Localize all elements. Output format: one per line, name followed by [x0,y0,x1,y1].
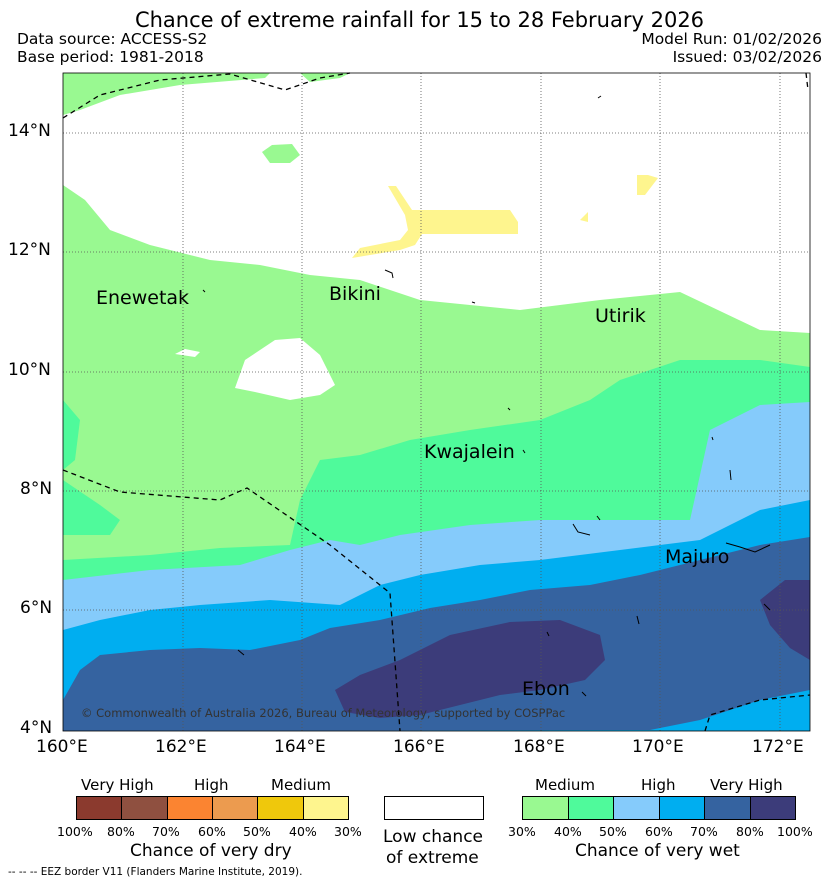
wet-group-high: High [641,776,676,794]
wet-swatch-2 [568,797,614,819]
lat-label-10n: 10°N [8,360,51,380]
wet-pct-80: 80% [736,824,764,839]
wet-70-80-region [63,537,810,731]
wet-swatch-6 [750,797,795,819]
dry-30-40-patch2 [580,212,588,222]
wet-pct-60: 60% [645,824,673,839]
wet-pct-40: 40% [554,824,582,839]
place-enewetak: Enewetak [96,287,190,309]
dry-group-medium: Medium [271,776,331,794]
wet-swatch-5 [705,797,751,819]
lat-label-14n: 14°N [8,121,51,141]
map-frame [62,72,811,732]
lon-label-170e: 170°E [632,737,684,757]
low-chance-hole2 [175,349,200,357]
wet-30-40-patch [262,144,300,163]
dry-swatch-4 [212,797,259,819]
low-chance-label-2: of extreme [386,848,479,868]
eez-border [62,72,811,732]
dry-legend-title: Chance of very dry [130,841,292,861]
place-majuro: Majuro [665,546,730,568]
islands [202,95,771,697]
wet-80-100-region [335,620,605,718]
low-chance-label-1: Low chance [383,827,483,847]
dry-group-high: High [194,776,229,794]
lon-label-164e: 164°E [274,737,326,757]
place-ebon: Ebon [522,678,570,700]
model-run: Model Run: 01/02/2026 [641,30,822,48]
dry-swatch-5 [258,797,304,819]
dry-pct-60: 60% [198,824,226,839]
base-period: Base period: 1981-2018 [17,48,204,66]
lat-label-4n: 4°N [20,718,53,738]
place-utirik: Utirik [595,305,646,327]
wet-80-100-region-east [760,580,810,660]
lon-label-166e: 166°E [393,737,445,757]
lon-label-168e: 168°E [513,737,565,757]
wet-swatch-3 [614,797,660,819]
dry-30-40-region [352,186,518,258]
wet-pct-70: 70% [690,824,718,839]
dry-swatch-2 [122,797,168,819]
place-kwajalein: Kwajalein [424,441,515,463]
dry-pct-80: 80% [107,824,135,839]
wet-pct-50: 50% [599,824,627,839]
dry-colorbar [76,796,349,820]
chart-title: Chance of extreme rainfall for 15 to 28 … [134,8,705,32]
dry-swatch-3 [167,797,213,819]
copyright-note: © Commonwealth of Australia 2026, Bureau… [81,706,566,720]
lat-label-12n: 12°N [8,240,51,260]
place-bikini: Bikini [329,283,381,305]
low-chance-swatch [384,796,484,820]
wet-group-medium: Medium [535,776,595,794]
dry-swatch-1 [77,797,123,819]
lat-label-6n: 6°N [20,598,53,618]
wet-swatch-4 [659,797,705,819]
lon-label-172e: 172°E [752,737,804,757]
dry-30-40-patch [637,175,658,195]
dry-pct-100: 100% [57,824,93,839]
wet-swatch-1 [523,797,569,819]
dry-pct-50: 50% [243,824,271,839]
dry-pct-70: 70% [152,824,180,839]
data-source: Data source: ACCESS-S2 [17,30,208,48]
dry-group-very-high: Very High [81,776,154,794]
wet-30-40-top [63,73,270,115]
wet-pct-30: 30% [508,824,536,839]
wet-colorbar [522,796,796,820]
wet-group-very-high: Very High [710,776,783,794]
wet-pct-100: 100% [777,824,813,839]
issued-date: Issued: 03/02/2026 [672,48,822,66]
wet-legend-title: Chance of very wet [575,841,740,861]
lon-label-162e: 162°E [155,737,207,757]
dry-swatch-6 [303,797,348,819]
dry-pct-30: 30% [334,824,362,839]
low-chance-hole [235,338,335,400]
dry-pct-40: 40% [289,824,317,839]
lat-label-8n: 8°N [20,479,53,499]
lon-label-160e: 160°E [36,737,88,757]
eez-note: -- -- -- EEZ border V11 (Flanders Marine… [8,866,303,878]
